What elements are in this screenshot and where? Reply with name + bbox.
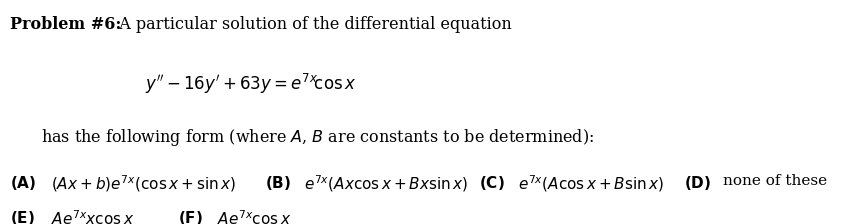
- Text: $\mathbf{(E)}$: $\mathbf{(E)}$: [10, 209, 35, 224]
- Text: $\mathbf{(F)}$: $\mathbf{(F)}$: [178, 209, 203, 224]
- Text: Problem #6:: Problem #6:: [10, 16, 121, 33]
- Text: none of these: none of these: [723, 174, 828, 188]
- Text: $\mathbf{(B)}$: $\mathbf{(B)}$: [265, 174, 292, 192]
- Text: A particular solution of the differential equation: A particular solution of the differentia…: [109, 16, 511, 33]
- Text: $(Ax + b)e^{7x}(\cos x + \sin x)$: $(Ax + b)e^{7x}(\cos x + \sin x)$: [51, 174, 237, 194]
- Text: $\mathbf{(C)}$: $\mathbf{(C)}$: [479, 174, 504, 192]
- Text: $y'' - 16y' + 63y = e^{7x}\!\cos x$: $y'' - 16y' + 63y = e^{7x}\!\cos x$: [145, 72, 357, 96]
- Text: $\mathbf{(A)}$: $\mathbf{(A)}$: [10, 174, 37, 192]
- Text: has the following form (where $A$, $B$ are constants to be determined):: has the following form (where $A$, $B$ a…: [41, 127, 594, 148]
- Text: $\mathbf{(D)}$: $\mathbf{(D)}$: [684, 174, 711, 192]
- Text: $e^{7x}(A\cos x + B\sin x)$: $e^{7x}(A\cos x + B\sin x)$: [518, 174, 664, 194]
- Text: $Ae^{7x}x\cos x$: $Ae^{7x}x\cos x$: [51, 209, 134, 224]
- Text: $Ae^{7x}\cos x$: $Ae^{7x}\cos x$: [217, 209, 292, 224]
- Text: $e^{7x}(Ax\cos x + Bx\sin x)$: $e^{7x}(Ax\cos x + Bx\sin x)$: [304, 174, 469, 194]
